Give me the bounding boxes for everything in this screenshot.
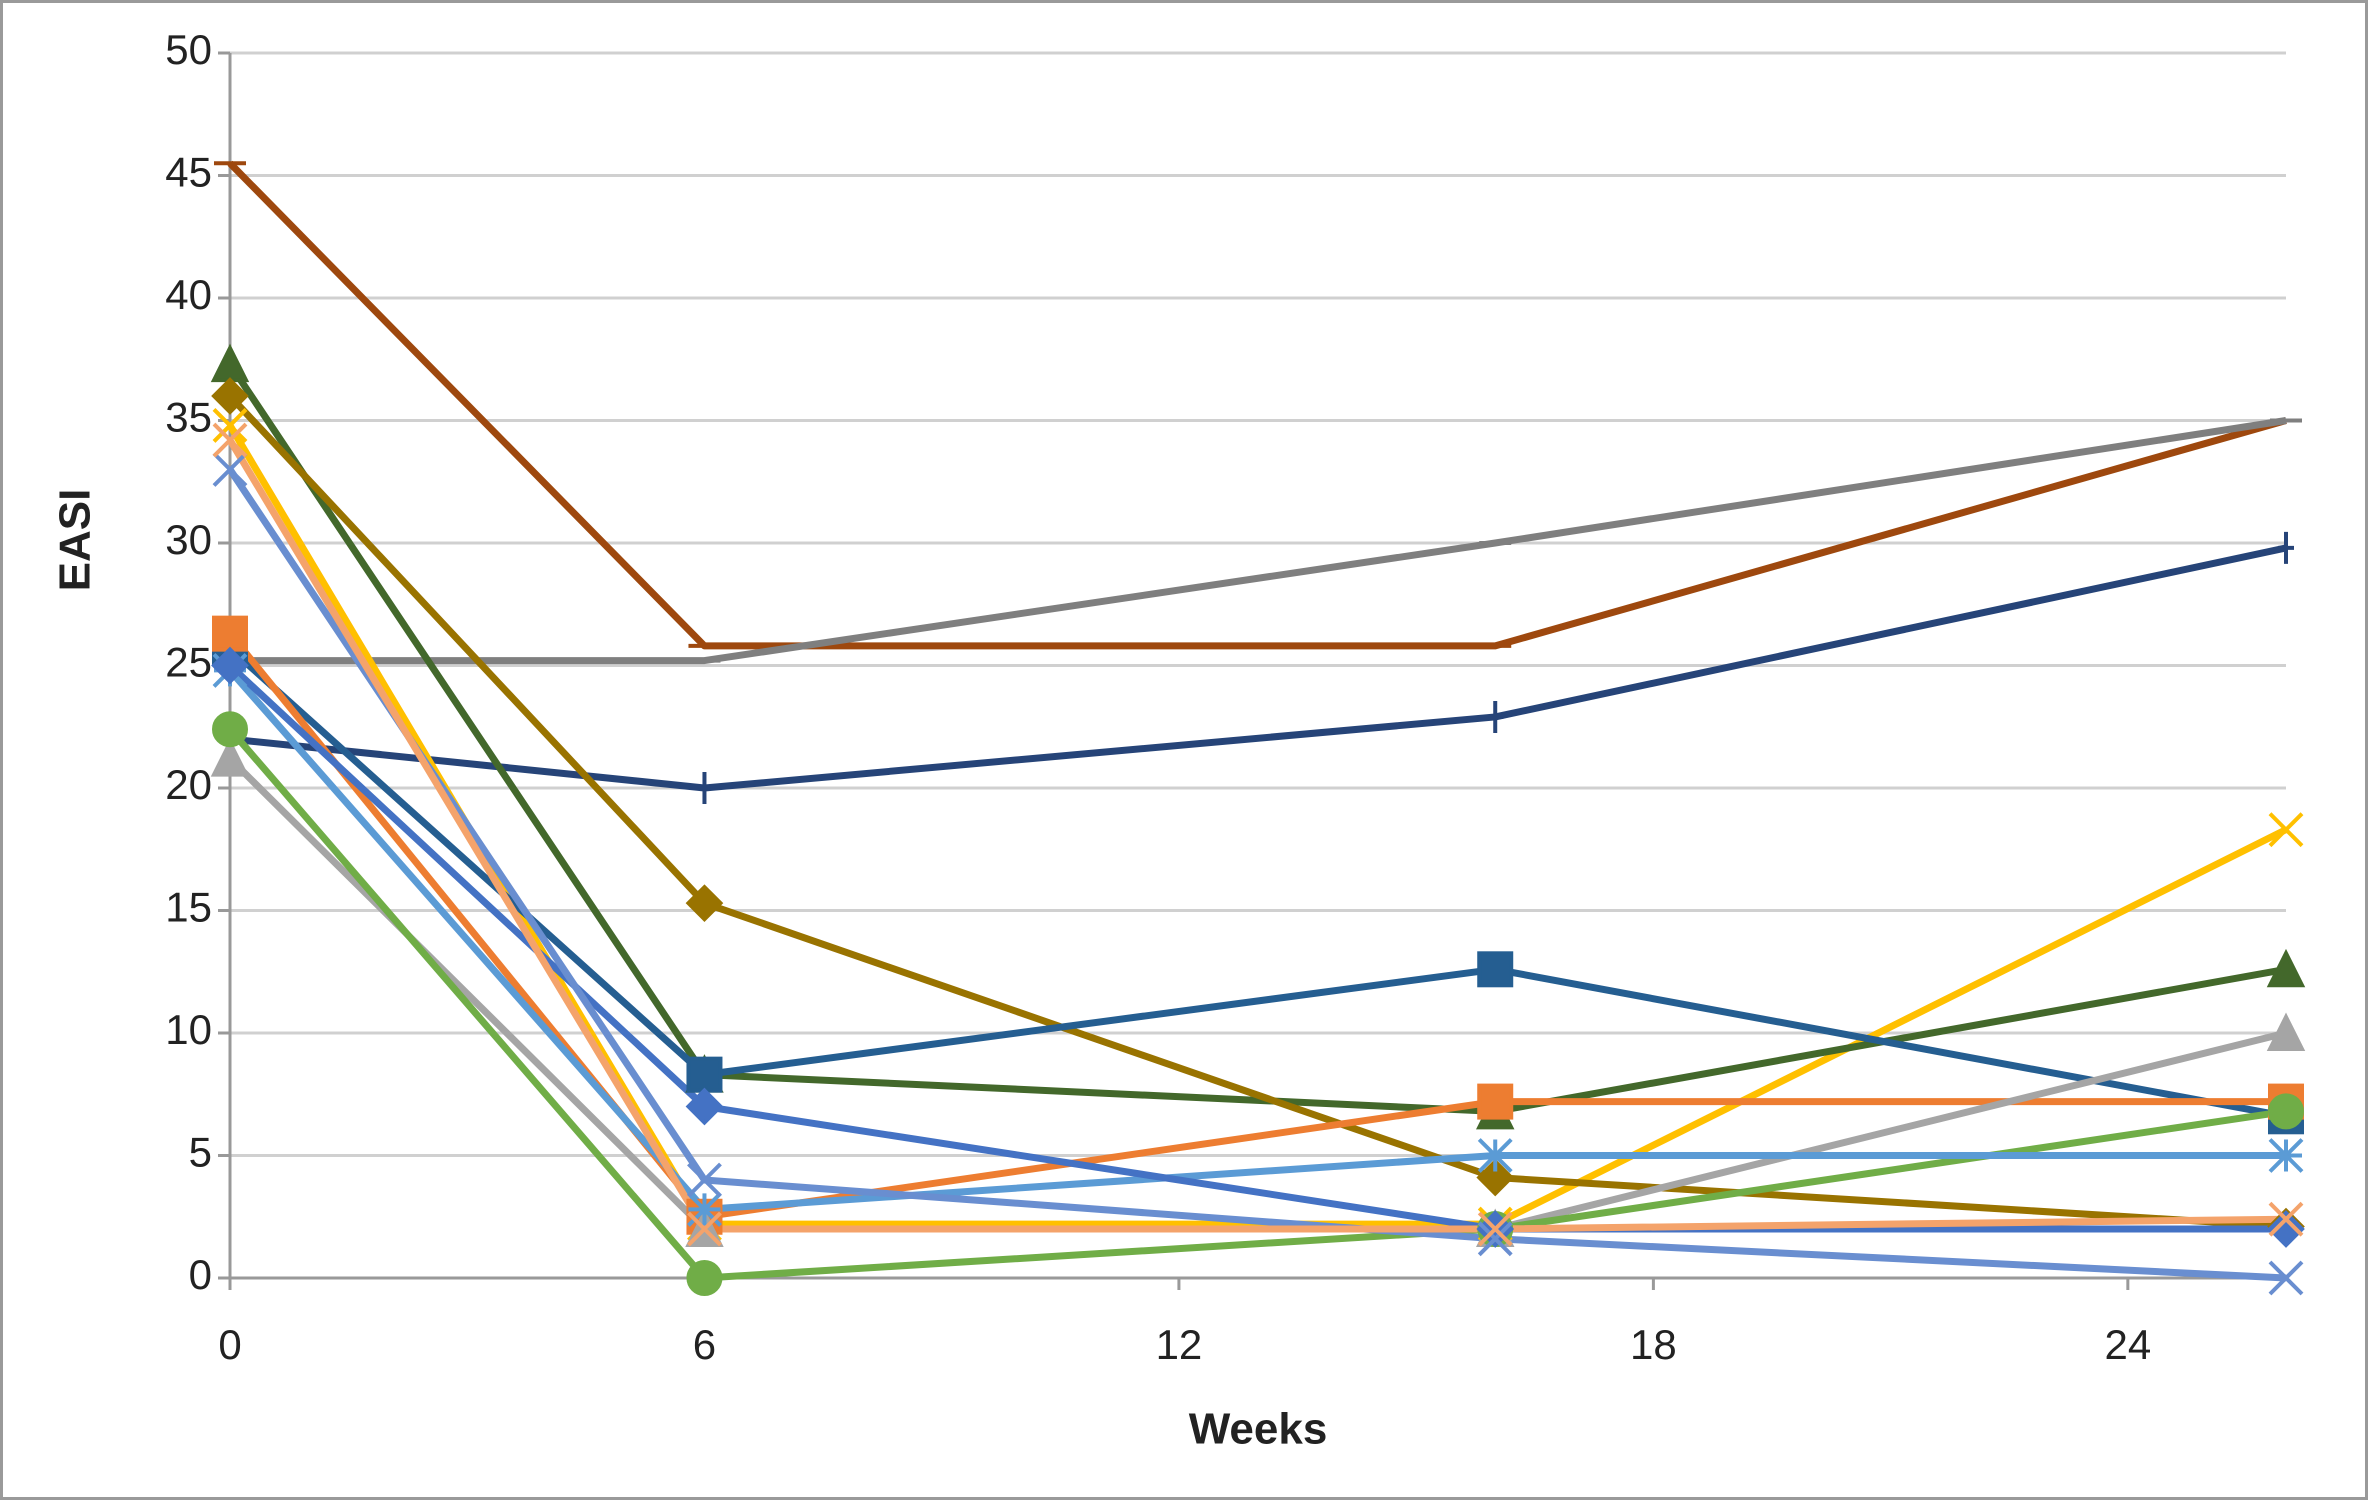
marker [2268, 1201, 2304, 1237]
marker [2268, 812, 2304, 848]
marker [696, 772, 713, 804]
marker [1477, 1083, 1514, 1120]
y-tick-label: 10 [165, 1006, 212, 1053]
marker [1477, 1138, 1513, 1173]
marker [211, 377, 249, 415]
y-tick-label: 15 [165, 884, 212, 931]
marker [687, 1211, 722, 1247]
series-line [227, 662, 2286, 1233]
series-line [227, 668, 2286, 1213]
marker [212, 615, 248, 652]
x-tick-label: 0 [218, 1321, 241, 1368]
series-line [227, 645, 2287, 1120]
y-tick-label: 35 [165, 394, 212, 441]
y-axis-title: EASI [51, 489, 100, 592]
marker [210, 738, 250, 777]
x-axis-title: Weeks [1189, 1405, 1328, 1454]
y-tick-label: 25 [165, 639, 212, 686]
series-line [230, 417, 2287, 665]
series-line [229, 544, 2287, 792]
x-tick-label: 18 [1630, 1321, 1677, 1368]
marker [212, 452, 248, 487]
marker [2278, 531, 2294, 564]
marker [687, 1162, 722, 1198]
marker [686, 1260, 723, 1296]
marker [212, 422, 248, 458]
marker [685, 1087, 724, 1126]
y-tick-label: 30 [165, 516, 212, 563]
y-tick-label: 40 [165, 271, 212, 318]
marker [212, 407, 248, 443]
marker [1477, 1211, 1513, 1247]
y-tick-label: 5 [189, 1129, 212, 1176]
series-line [227, 631, 2286, 1221]
y-tick-label: 0 [189, 1251, 212, 1298]
marker [2267, 1210, 2305, 1248]
series-line [227, 726, 2287, 1282]
marker [2266, 1012, 2306, 1051]
marker [211, 646, 249, 685]
x-tick-label: 6 [693, 1321, 716, 1368]
marker [1487, 700, 1504, 733]
series-line [227, 438, 2287, 1233]
marker [1476, 1158, 1515, 1197]
y-tick-label: 45 [165, 149, 212, 196]
series-line [227, 467, 2287, 1282]
marker [687, 1191, 722, 1227]
y-tick-label: 50 [165, 26, 212, 73]
marker [212, 711, 248, 748]
x-tick-label: 12 [1156, 1321, 1203, 1368]
marker [2268, 1138, 2304, 1173]
marker [2266, 948, 2306, 988]
marker [686, 1056, 723, 1093]
marker [1477, 951, 1514, 988]
marker [2268, 1093, 2304, 1130]
marker [2268, 1260, 2304, 1296]
series-line [227, 160, 2287, 650]
marker [685, 884, 724, 922]
y-tick-label: 20 [165, 761, 212, 808]
x-tick-label: 24 [2104, 1321, 2151, 1368]
series-line [227, 393, 2287, 1231]
marker [1477, 1221, 1513, 1257]
